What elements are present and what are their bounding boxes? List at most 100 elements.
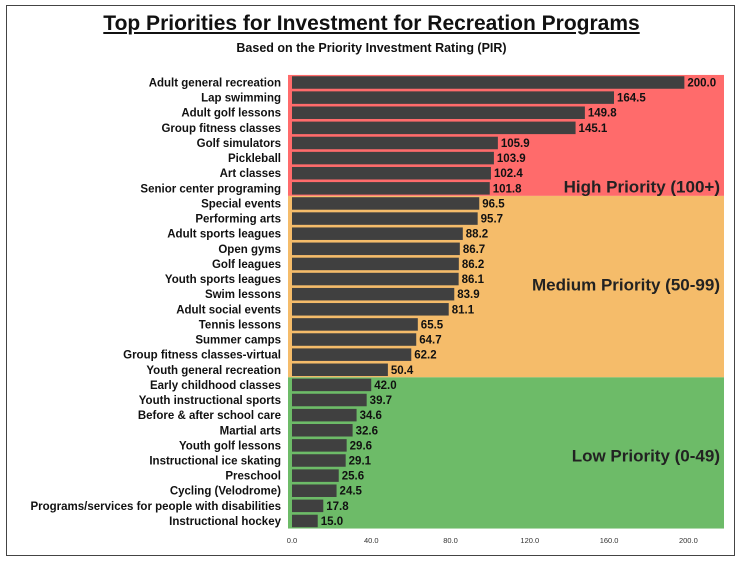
value-label: 145.1 — [579, 123, 608, 135]
category-label: Before & after school care — [138, 410, 281, 422]
category-label: Special events — [201, 198, 281, 210]
value-label: 149.8 — [588, 108, 617, 120]
value-label: 86.2 — [462, 259, 484, 271]
value-label: 17.8 — [326, 501, 349, 513]
bar-6 — [292, 151, 494, 165]
value-label: 105.9 — [501, 138, 530, 150]
category-label: Group fitness classes — [161, 123, 281, 135]
value-label: 101.8 — [493, 183, 522, 195]
category-label: Youth sports leagues — [165, 274, 281, 286]
value-label: 34.6 — [360, 410, 382, 422]
category-label: Instructional hockey — [169, 516, 281, 528]
category-label: Early childhood classes — [150, 380, 281, 392]
value-label: 29.6 — [350, 440, 372, 452]
value-label: 200.0 — [687, 78, 716, 90]
value-label: 102.4 — [494, 168, 523, 180]
category-label: Summer camps — [195, 335, 281, 347]
value-label: 29.1 — [349, 456, 372, 468]
bar-8 — [292, 182, 490, 195]
category-label: Programs/services for people with disabi… — [30, 501, 281, 513]
bar-12 — [292, 242, 460, 256]
bar-20 — [292, 363, 388, 377]
category-label: Lap swimming — [201, 93, 281, 105]
bar-29 — [292, 499, 324, 513]
bar-28 — [292, 484, 337, 497]
value-label: 88.2 — [466, 229, 488, 241]
x-tick-label: 200.0 — [679, 536, 698, 545]
bar-27 — [292, 469, 339, 482]
value-label: 81.1 — [452, 304, 475, 316]
category-label: Pickleball — [228, 153, 281, 165]
bar-4 — [292, 121, 576, 135]
chart-title: Top Priorities for Investment for Recrea… — [103, 12, 640, 35]
value-label: 65.5 — [421, 319, 444, 331]
zone-label: Medium Priority (50-99) — [532, 276, 720, 295]
value-label: 164.5 — [617, 93, 646, 105]
value-label: 83.9 — [457, 289, 479, 301]
bar-17 — [292, 318, 418, 331]
category-label: Golf simulators — [197, 138, 281, 150]
bar-25 — [292, 439, 347, 452]
category-label: Group fitness classes-virtual — [123, 350, 281, 362]
category-label: Martial arts — [220, 425, 281, 437]
category-label: Senior center programing — [140, 183, 281, 195]
category-label: Swim lessons — [205, 289, 281, 301]
category-label: Adult social events — [176, 304, 281, 316]
value-label: 42.0 — [374, 380, 396, 392]
bar-3 — [292, 106, 585, 119]
category-label: Cycling (Velodrome) — [170, 486, 281, 498]
value-label: 64.7 — [419, 335, 441, 347]
bar-14 — [292, 272, 459, 286]
bar-15 — [292, 287, 455, 301]
x-tick-label: 40.0 — [364, 536, 379, 545]
category-label: Adult general recreation — [149, 78, 281, 90]
bar-1 — [292, 76, 685, 89]
bar-22 — [292, 393, 367, 407]
bar-5 — [292, 136, 498, 150]
category-label: Youth instructional sports — [139, 395, 281, 407]
bar-18 — [292, 333, 417, 346]
bar-9 — [292, 197, 480, 210]
value-label: 86.1 — [462, 274, 485, 286]
bar-13 — [292, 257, 459, 271]
category-label: Youth golf lessons — [179, 440, 281, 452]
bar-11 — [292, 227, 463, 240]
bar-23 — [292, 408, 357, 422]
category-label: Adult golf lessons — [181, 108, 281, 120]
bar-26 — [292, 454, 346, 467]
category-label: Youth general recreation — [146, 365, 281, 377]
priority-zone-2 — [288, 195, 724, 378]
chart-subtitle: Based on the Priority Investment Rating … — [236, 41, 507, 55]
x-tick-label: 80.0 — [443, 536, 458, 545]
value-label: 32.6 — [356, 425, 378, 437]
value-label: 39.7 — [370, 395, 392, 407]
value-label: 95.7 — [481, 214, 503, 226]
bar-2 — [292, 91, 615, 104]
bar-19 — [292, 348, 412, 361]
category-label: Tennis lessons — [199, 319, 281, 331]
category-label: Adult sports leagues — [167, 229, 281, 241]
value-label: 25.6 — [342, 471, 364, 483]
x-tick-label: 120.0 — [520, 536, 539, 545]
zone-label: High Priority (100+) — [564, 177, 720, 196]
value-label: 50.4 — [391, 365, 414, 377]
bar-21 — [292, 378, 372, 392]
category-label: Instructional ice skating — [149, 456, 281, 468]
category-label: Performing arts — [195, 214, 281, 226]
bar-10 — [292, 212, 478, 225]
category-label: Art classes — [220, 168, 281, 180]
value-label: 86.7 — [463, 244, 485, 256]
value-label: 24.5 — [340, 486, 363, 498]
x-tick-label: 0.0 — [287, 536, 297, 545]
category-label: Golf leagues — [212, 259, 281, 271]
bar-30 — [292, 514, 318, 528]
value-label: 96.5 — [482, 198, 505, 210]
bar-24 — [292, 424, 353, 437]
category-label: Preschool — [225, 471, 281, 483]
value-label: 15.0 — [321, 516, 343, 528]
value-label: 62.2 — [414, 350, 436, 362]
zone-label: Low Priority (0-49) — [572, 446, 720, 465]
category-label: Open gyms — [218, 244, 281, 256]
value-label: 103.9 — [497, 153, 526, 165]
